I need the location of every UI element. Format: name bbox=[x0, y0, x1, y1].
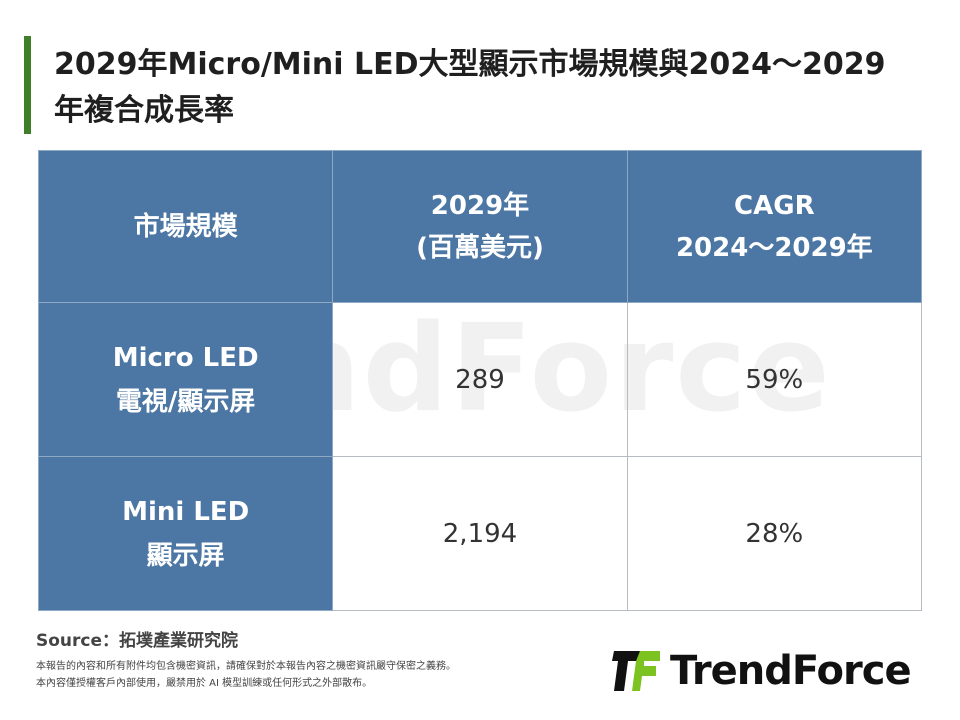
source-label: Source：拓墣產業研究院 bbox=[36, 631, 239, 651]
cell-value: 289 bbox=[332, 302, 628, 457]
trendforce-logo-text: TrendForce bbox=[670, 648, 912, 694]
header-cagr-period: 2024～2029年 bbox=[675, 232, 873, 263]
row-label-line2: 電視/顯示屏 bbox=[115, 386, 256, 417]
header-cagr-label: CAGR bbox=[734, 190, 815, 221]
row-label-micro: Micro LED 電視/顯示屏 bbox=[37, 302, 334, 457]
cell-cagr: 59% bbox=[626, 302, 923, 457]
disclaimer-line-1: 本報告的內容和所有附件均包含機密資訊，請確保對於本報告內容之機密資訊嚴守保密之義… bbox=[36, 661, 456, 672]
header-market-size: 市場規模 bbox=[37, 150, 334, 303]
cell-value: 2,194 bbox=[332, 456, 628, 611]
market-table: 市場規模 2029年 (百萬美元) CAGR 2024～2029年 Micro LE… bbox=[37, 150, 923, 611]
page-title: 2029年Micro/Mini LED大型顯示市場規模與2024～2029年複合… bbox=[54, 47, 886, 128]
table-row: Mini LED 顯示屏 2,194 28% bbox=[37, 456, 923, 611]
cell-cagr: 28% bbox=[626, 456, 923, 611]
row-label-line2: 顯示屏 bbox=[146, 540, 225, 571]
table-row: Micro LED 電視/顯示屏 289 59% bbox=[37, 302, 923, 457]
trendforce-logo-icon bbox=[612, 651, 660, 691]
header-2029: 2029年 (百萬美元) bbox=[332, 150, 628, 303]
header-2029-year: 2029年 bbox=[430, 190, 530, 221]
trendforce-logo: TrendForce bbox=[612, 648, 912, 694]
title-accent-bar bbox=[24, 36, 31, 134]
row-label-line1: Micro LED bbox=[112, 342, 259, 373]
header-2029-unit: (百萬美元) bbox=[416, 232, 544, 263]
row-label-mini: Mini LED 顯示屏 bbox=[37, 456, 334, 611]
disclaimer-line-2: 本內容僅授權客戶內部使用，嚴禁用於 AI 模型訓練或任何形式之外部散布。 bbox=[36, 678, 373, 689]
row-label-line1: Mini LED bbox=[122, 496, 250, 527]
table-header-row: 市場規模 2029年 (百萬美元) CAGR 2024～2029年 bbox=[37, 150, 923, 303]
header-cagr: CAGR 2024～2029年 bbox=[626, 150, 923, 303]
